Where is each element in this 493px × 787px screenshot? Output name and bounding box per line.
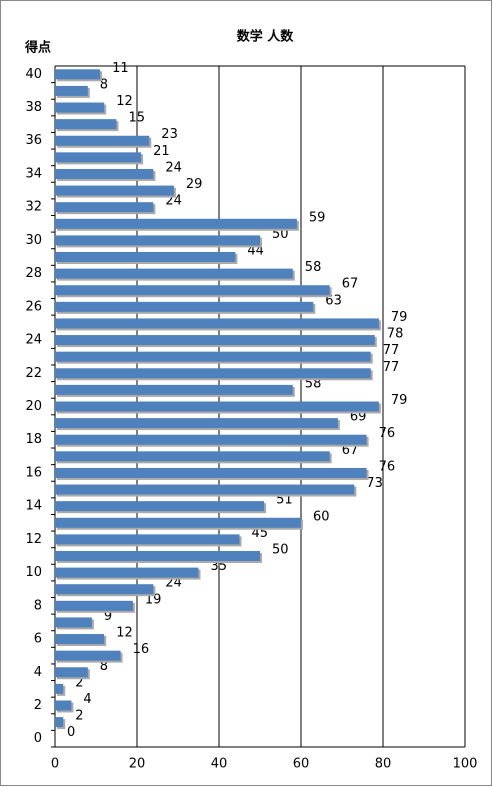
bar: [55, 650, 121, 661]
bar: [55, 168, 154, 179]
y-tick-label: 36: [25, 133, 42, 148]
bar: [55, 69, 101, 80]
data-label: 15: [129, 111, 146, 126]
x-tick-label: 0: [51, 757, 59, 772]
y-tick-label: 24: [25, 333, 42, 348]
data-label: 8: [100, 659, 108, 674]
bar: [55, 700, 72, 711]
data-label: 77: [383, 360, 400, 375]
bar: [55, 135, 150, 146]
data-label: 2: [75, 675, 83, 690]
y-tick-label: 22: [25, 366, 42, 381]
x-tick-label: 20: [129, 757, 146, 772]
bar: [55, 268, 293, 279]
bar: [55, 501, 265, 512]
data-label: 78: [387, 327, 404, 342]
data-label: 58: [305, 260, 322, 275]
y-tick-label: 40: [25, 67, 42, 82]
bar: [55, 335, 375, 346]
x-tick-label: 100: [453, 757, 478, 772]
data-label: 2: [75, 709, 83, 724]
y-tick-label: 8: [34, 598, 42, 613]
y-tick-label: 18: [25, 432, 42, 447]
data-label: 67: [342, 277, 359, 292]
bar: [55, 567, 199, 578]
y-tick-label: 34: [25, 166, 42, 181]
data-label: 9: [104, 609, 112, 624]
y-tick-label: 32: [25, 200, 42, 215]
data-label: 8: [100, 77, 108, 92]
data-label: 76: [379, 426, 396, 441]
data-label: 60: [313, 509, 330, 524]
bar: [55, 418, 338, 429]
bar: [55, 384, 293, 395]
bar: [55, 85, 88, 96]
bar: [55, 600, 133, 611]
x-tick-label: 60: [293, 757, 310, 772]
bar: [55, 434, 367, 445]
y-axis-title: 得点: [24, 40, 51, 56]
bar: [55, 717, 64, 728]
bar: [55, 467, 367, 478]
bar: [55, 634, 105, 645]
bar: [55, 617, 92, 628]
bar: [55, 252, 236, 263]
data-label: 59: [309, 210, 326, 225]
data-label: 24: [165, 160, 182, 175]
bar: [55, 218, 297, 229]
bar: [55, 584, 154, 595]
bar: [55, 517, 301, 528]
bar: [55, 401, 379, 412]
bar: [55, 152, 142, 163]
y-tick-label: 10: [25, 565, 42, 580]
bar: [55, 119, 117, 130]
bar: [55, 318, 379, 329]
bar: [55, 185, 174, 196]
data-label: 11: [112, 61, 129, 76]
bar: [55, 285, 330, 296]
y-tick-label: 38: [25, 100, 42, 115]
data-label: 73: [366, 476, 383, 491]
bar: [55, 235, 260, 246]
data-label: 0: [67, 725, 75, 740]
y-tick-label: 0: [34, 731, 42, 746]
bar: [55, 534, 240, 545]
x-tick-label: 40: [211, 757, 228, 772]
bar: [55, 102, 105, 113]
y-tick-label: 30: [25, 233, 42, 248]
y-tick-label: 26: [25, 299, 42, 314]
bar: [55, 550, 260, 561]
y-tick-label: 2: [34, 698, 42, 713]
data-label: 79: [391, 393, 408, 408]
y-tick-label: 28: [25, 266, 42, 281]
bar: [55, 683, 64, 694]
y-tick-label: 12: [25, 532, 42, 547]
data-label: 77: [383, 343, 400, 358]
y-tick-label: 16: [25, 465, 42, 480]
data-label: 79: [391, 310, 408, 325]
bar: [55, 451, 330, 462]
y-tick-label: 20: [25, 399, 42, 414]
bar: [55, 667, 88, 678]
data-label: 29: [186, 177, 203, 192]
y-tick-label: 14: [25, 499, 42, 514]
data-label: 16: [133, 642, 150, 657]
data-label: 4: [83, 692, 91, 707]
chart-title: 数学 人数: [237, 29, 295, 45]
bar: [55, 351, 371, 362]
y-tick-label: 4: [34, 665, 42, 680]
bar: [55, 368, 371, 379]
bar: [55, 301, 314, 312]
data-label: 23: [161, 127, 178, 142]
data-label: 12: [116, 94, 133, 109]
data-label: 21: [153, 144, 170, 159]
y-tick-label: 6: [34, 632, 42, 647]
data-label: 12: [116, 626, 133, 641]
bar: [55, 202, 154, 213]
data-label: 76: [379, 459, 396, 474]
x-tick-label: 80: [375, 757, 392, 772]
data-label: 50: [272, 542, 289, 557]
bar: [55, 484, 355, 495]
